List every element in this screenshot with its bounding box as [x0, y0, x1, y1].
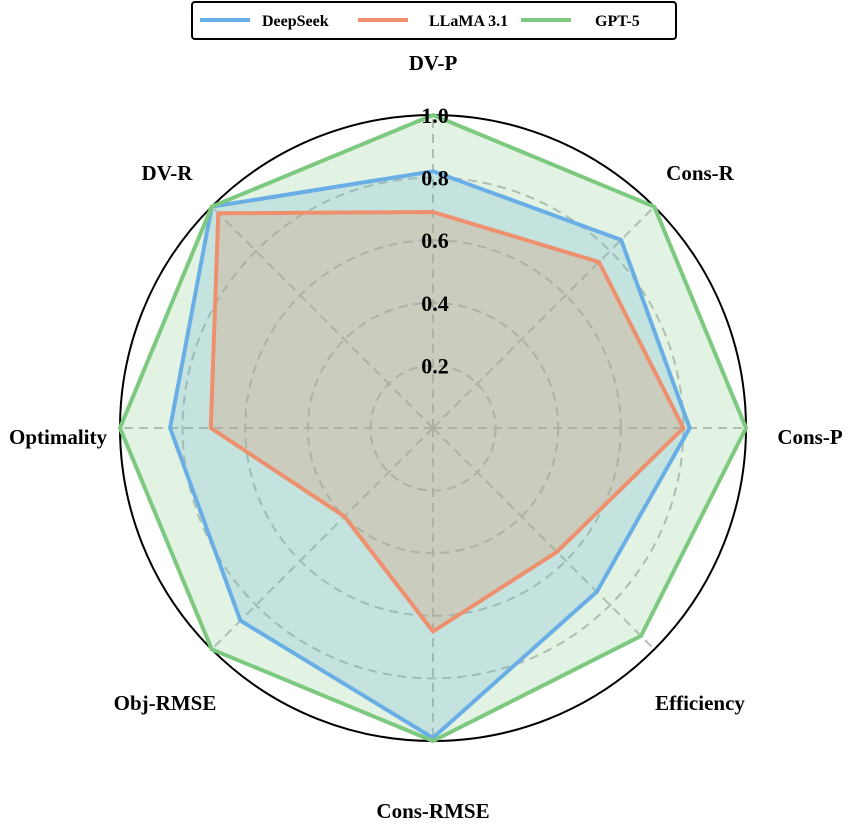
grid-spoke — [432, 427, 656, 651]
series-fill-deepseek — [170, 171, 690, 738]
grid-spoke — [210, 427, 434, 651]
axis-label-dv-p: DV-P — [409, 51, 458, 75]
series-layer — [118, 113, 748, 743]
axis-label-cons-p: Cons-P — [777, 425, 843, 449]
grid-spoke — [432, 205, 656, 429]
grid-spoke — [210, 205, 434, 429]
label-layer: 0.2 0.4 0.6 0.8 1.0 DV-P Cons-R Cons-P Efficienc… — [9, 51, 843, 823]
r-tick-label: 0.6 — [421, 228, 449, 253]
axis-label-cons-rmse: Cons-RMSE — [376, 799, 489, 823]
legend: DeepSeek LLaMA 3.1 GPT-5 — [191, 1, 677, 40]
axis-label-optimality: Optimality — [9, 425, 107, 449]
series-line-gpt-5 — [118, 113, 748, 743]
axis-label-efficiency: Efficiency — [655, 691, 745, 715]
series-fill-llama-3-1 — [210, 212, 684, 632]
series-fill-gpt-5 — [120, 115, 746, 741]
legend-box — [191, 1, 677, 40]
r-tick-label: 1.0 — [421, 103, 449, 128]
r-tick-label: 0.4 — [421, 291, 449, 316]
legend-label: DeepSeek — [262, 13, 329, 30]
legend-label: LLaMA 3.1 — [429, 13, 508, 30]
axis-label-dv-r: DV-R — [142, 161, 194, 185]
axis-label-cons-r: Cons-R — [666, 161, 735, 185]
r-tick-label: 0.2 — [421, 353, 449, 378]
axis-label-obj-rmse: Obj-RMSE — [114, 691, 217, 715]
legend-label: GPT-5 — [595, 13, 640, 30]
r-tick-label: 0.8 — [421, 166, 449, 191]
series-line-deepseek — [168, 169, 692, 740]
series-line-llama-3-1 — [208, 210, 686, 634]
